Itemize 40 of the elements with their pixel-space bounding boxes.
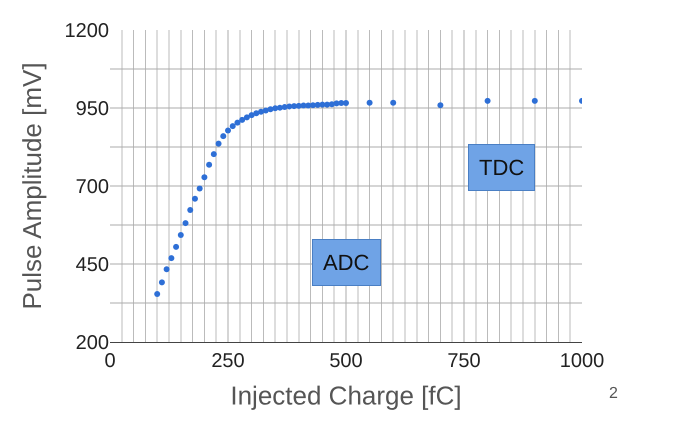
x-tick-label: 750: [447, 350, 481, 372]
point: [343, 100, 349, 106]
x-tick-label: 250: [211, 350, 245, 372]
point: [192, 196, 198, 202]
point: [390, 100, 396, 106]
point: [239, 116, 246, 123]
y-tick-label: 950: [76, 98, 109, 120]
point: [182, 220, 189, 226]
point: [168, 255, 174, 262]
point: [220, 133, 226, 140]
y-tick-label: 450: [76, 254, 109, 276]
point: [196, 186, 203, 192]
point: [244, 114, 250, 120]
point: [532, 98, 538, 104]
point: [248, 112, 255, 118]
point: [154, 290, 160, 297]
point: [366, 100, 373, 106]
x-tick-label: 1000: [560, 350, 604, 372]
x-axis-title: Injected Charge [fC]: [230, 380, 462, 411]
annotation: TDC: [479, 155, 524, 180]
point: [158, 279, 165, 286]
point: [230, 123, 236, 130]
y-axis-title: Pulse Amplitude [mV]: [16, 62, 47, 310]
point: [210, 151, 217, 158]
x-tick-label: 500: [329, 350, 363, 372]
point: [173, 244, 180, 250]
point: [234, 120, 240, 126]
point: [437, 102, 444, 108]
text: 2: [609, 385, 618, 402]
point: [484, 98, 491, 104]
point: [216, 140, 222, 147]
annotation: ADC: [323, 250, 370, 275]
y-tick-label: 700: [76, 176, 109, 198]
point: [187, 207, 194, 214]
point: [178, 232, 184, 238]
point: [225, 127, 231, 134]
y-tick-label: 1200: [64, 20, 109, 42]
point: [164, 266, 170, 272]
point: [206, 162, 212, 168]
point: [201, 174, 208, 180]
